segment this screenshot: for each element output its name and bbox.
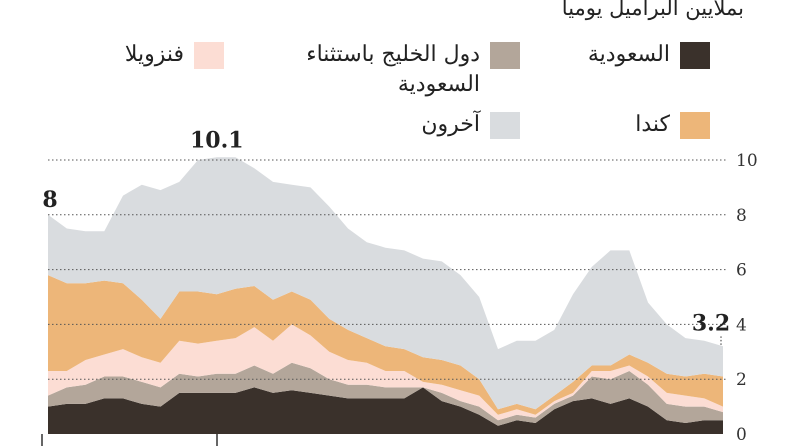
chart-subtitle: بملايين البراميل يوميا [561, 0, 744, 20]
legend-label-venezuela: فنزويلا [124, 42, 184, 67]
x-axis [41, 434, 218, 446]
y-tick-label: 4 [736, 315, 747, 335]
y-tick-label: 2 [736, 370, 747, 390]
annotation-label: 10.1 [190, 127, 244, 153]
legend-swatch-saudi [680, 42, 710, 69]
y-tick-label: 0 [736, 425, 747, 445]
legend-item-canada: كندا [635, 110, 710, 140]
annotation-label: 8 [42, 187, 57, 213]
area-series-3 [48, 275, 723, 415]
legend-item-gulf: دول الخليج باستثناء السعودية [300, 40, 520, 100]
legend-item-saudi: السعودية [588, 40, 710, 70]
legend-swatch-gulf [490, 42, 520, 69]
area-series-2 [48, 324, 723, 421]
annotation-label: 3.2 [692, 310, 730, 336]
y-tick-label: 8 [736, 206, 747, 226]
y-axis: 0 2 4 6 8 10 [736, 151, 758, 445]
annotations: 8 10.1 3.2 [42, 127, 730, 347]
grid-lines [48, 159, 727, 380]
y-tick-label: 10 [736, 151, 758, 171]
area-series-0 [48, 387, 723, 434]
legend-swatch-venezuela [194, 42, 224, 69]
legend-label-others: آخرون [421, 112, 480, 137]
legend-item-others: آخرون [421, 110, 520, 140]
y-tick-label: 6 [736, 261, 747, 281]
area-series-4 [48, 157, 723, 410]
legend-label-saudi: السعودية [587, 42, 670, 67]
legend-label-gulf: دول الخليج باستثناء السعودية [306, 42, 480, 97]
legend-swatch-canada [680, 112, 710, 139]
legend-item-venezuela: فنزويلا [125, 40, 224, 70]
legend-swatch-others [490, 112, 520, 139]
legend-label-canada: كندا [635, 112, 670, 137]
area-series-1 [48, 362, 723, 426]
area-layers [48, 157, 723, 434]
